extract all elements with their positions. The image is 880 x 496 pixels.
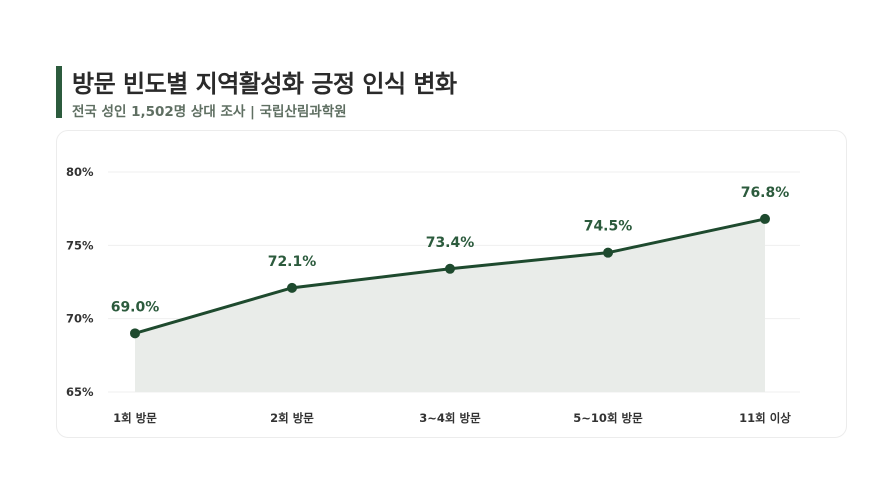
area-fill [135,218,765,392]
data-point [130,328,140,339]
data-label: 69.0% [111,299,160,315]
data-point [287,282,297,293]
x-tick-label: 5~10회 방문 [573,411,643,425]
data-point [603,247,613,258]
data-point [760,213,770,224]
y-tick-label: 80% [66,165,94,179]
x-tick-label: 11회 이상 [739,411,791,425]
data-label: 76.8% [741,185,790,201]
data-point [445,263,455,274]
y-tick-label: 75% [66,238,94,252]
data-label: 74.5% [584,219,633,235]
x-tick-label: 3~4회 방문 [419,411,481,425]
data-label: 73.4% [426,235,475,251]
y-tick-label: 65% [66,385,94,399]
y-tick-label: 70% [66,312,94,326]
chart-subtitle: 전국 성인 1,502명 상대 조사 | 국립산림과학원 [72,104,347,120]
data-label: 72.1% [268,254,317,270]
chart-title: 방문 빈도별 지역활성화 긍정 인식 변화 [72,70,457,98]
title-accent-bar [56,66,62,118]
x-tick-label: 2회 방문 [270,411,314,425]
x-tick-label: 1회 방문 [113,411,157,425]
